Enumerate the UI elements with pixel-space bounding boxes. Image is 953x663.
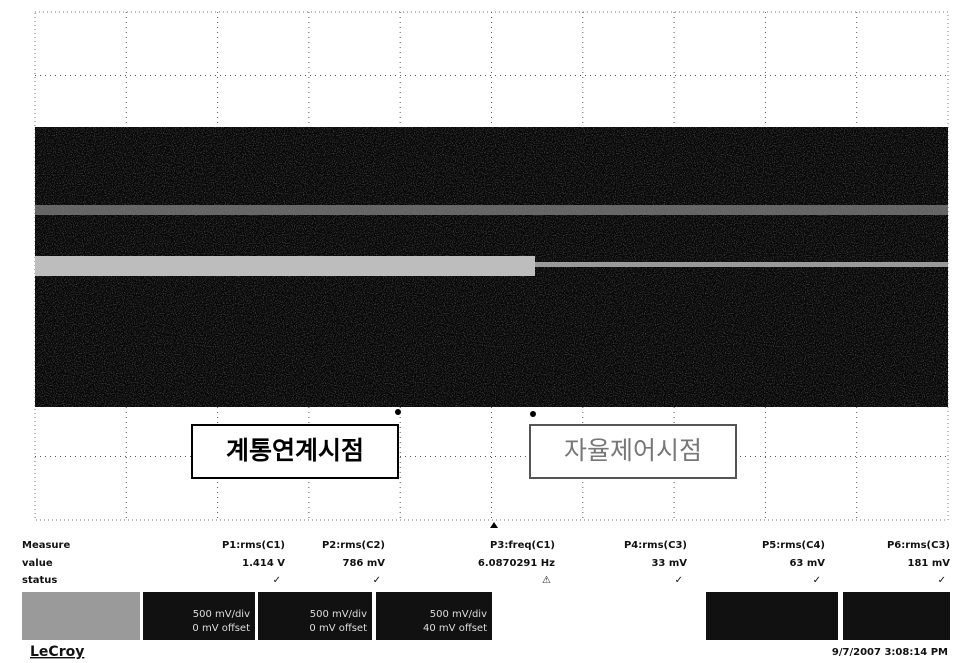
annotation: 자율제어시점 [564,436,702,465]
param-name: P5:rms(C4) [762,540,825,551]
channel-scale: 500 mV/div [310,609,367,620]
channel-box [258,592,372,640]
row-label: status [22,575,57,586]
annotation-box [191,424,399,479]
param-name: P1:rms(C1) [222,540,285,551]
channel-box [22,592,140,640]
channel-box [376,592,492,640]
annotation-box [529,424,737,479]
channel-box [706,592,838,640]
trigger-marker [490,522,498,528]
param-name: P3:freq(C1) [490,540,555,551]
channel-offset: 0 mV offset [309,623,367,634]
channel-scale: 500 mV/div [193,609,250,620]
marker [530,411,536,417]
channel-box [843,592,950,640]
param-status: ✓ [675,575,683,586]
param-value: 63 mV [789,558,825,569]
channel-box [143,592,255,640]
channel-scale: 500 mV/div [430,609,487,620]
param-name: P2:rms(C2) [322,540,385,551]
row-label: Measure [22,540,70,551]
param-status: ✓ [273,575,281,586]
trace-2 [35,205,948,215]
timestamp: 9/7/2007 3:08:14 PM [832,647,948,658]
param-status: ⚠ [542,575,551,586]
measurement-table: Measure value status P1:rms(C1) 1.414 V ✓ P2:r… [22,540,950,586]
channel-panel: 500 mV/div 0 mV offset 500 mV/div 0 mV offs… [22,592,950,640]
param-value: 6.0870291 Hz [478,558,555,569]
param-name: P4:rms(C3) [624,540,687,551]
param-status: ✓ [813,575,821,586]
param-value: 1.414 V [242,558,285,569]
trace-1-after [535,262,948,267]
param-name: P6:rms(C3) [887,540,950,551]
param-value: 33 mV [651,558,687,569]
param-status: ✓ [938,575,946,586]
trace-1-before [35,256,535,276]
annotation: 계통연계시점 [226,436,364,465]
param-value: 786 mV [342,558,385,569]
row-label: value [22,558,53,569]
channel-offset: 40 mV offset [423,623,487,634]
channel-offset: 0 mV offset [192,623,250,634]
marker [395,409,401,415]
param-status: ✓ [373,575,381,586]
param-value: 181 mV [907,558,950,569]
brand: LeCroy [30,644,84,660]
